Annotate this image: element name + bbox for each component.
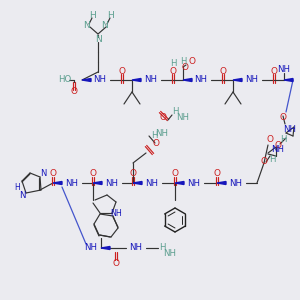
Text: O: O [169,67,176,76]
Text: N: N [84,20,90,29]
Text: O: O [130,169,136,178]
Text: O: O [118,67,125,76]
Polygon shape [132,79,141,82]
Text: H: H [280,136,286,145]
Text: O: O [214,169,220,178]
Text: H: H [172,107,178,116]
Text: H: H [88,11,95,20]
Text: O: O [182,64,188,73]
Text: NH: NH [85,244,98,253]
Text: O: O [260,158,268,166]
Polygon shape [53,182,62,184]
Text: NH: NH [94,76,106,85]
Text: O: O [160,113,167,122]
Text: NH: NH [272,146,284,154]
Text: O: O [89,169,97,178]
Text: H: H [159,244,165,253]
Text: H: H [170,58,176,68]
Text: O: O [188,58,196,67]
Text: O: O [172,169,178,178]
Text: NH: NH [145,76,158,85]
Text: NH: NH [164,250,176,259]
Polygon shape [183,79,192,82]
Text: NH: NH [155,128,169,137]
Polygon shape [284,79,293,82]
Text: NH: NH [284,125,296,134]
Polygon shape [93,182,102,184]
Text: O: O [271,67,278,76]
Text: N: N [19,191,25,200]
Text: O: O [220,67,226,76]
Text: O: O [70,86,77,95]
Text: H: H [180,58,186,67]
Polygon shape [233,79,242,82]
Text: NH: NH [130,244,142,253]
Text: H: H [14,184,20,193]
Polygon shape [133,182,142,184]
Text: O: O [50,169,56,178]
Text: O: O [274,142,281,151]
Text: N: N [94,34,101,43]
Text: H: H [151,131,157,140]
Text: NH: NH [278,65,290,74]
Text: NH: NH [176,113,190,122]
Text: NH: NH [110,209,122,218]
Text: H: H [269,155,275,164]
Text: NH: NH [146,178,158,188]
Text: NH: NH [106,178,118,188]
Text: NH: NH [188,178,200,188]
Text: NH: NH [230,178,242,188]
Polygon shape [101,247,110,250]
Polygon shape [175,182,184,184]
Polygon shape [82,79,91,82]
Text: O: O [152,139,160,148]
Text: NH: NH [65,178,79,188]
Text: N: N [40,169,46,178]
Text: O: O [112,260,119,268]
Text: HO: HO [58,76,72,85]
Text: H: H [106,11,113,20]
Polygon shape [217,182,226,184]
Text: O: O [266,136,274,145]
Text: NH: NH [194,76,208,85]
Text: NH: NH [245,76,259,85]
Text: N: N [102,20,108,29]
Text: O: O [280,113,286,122]
